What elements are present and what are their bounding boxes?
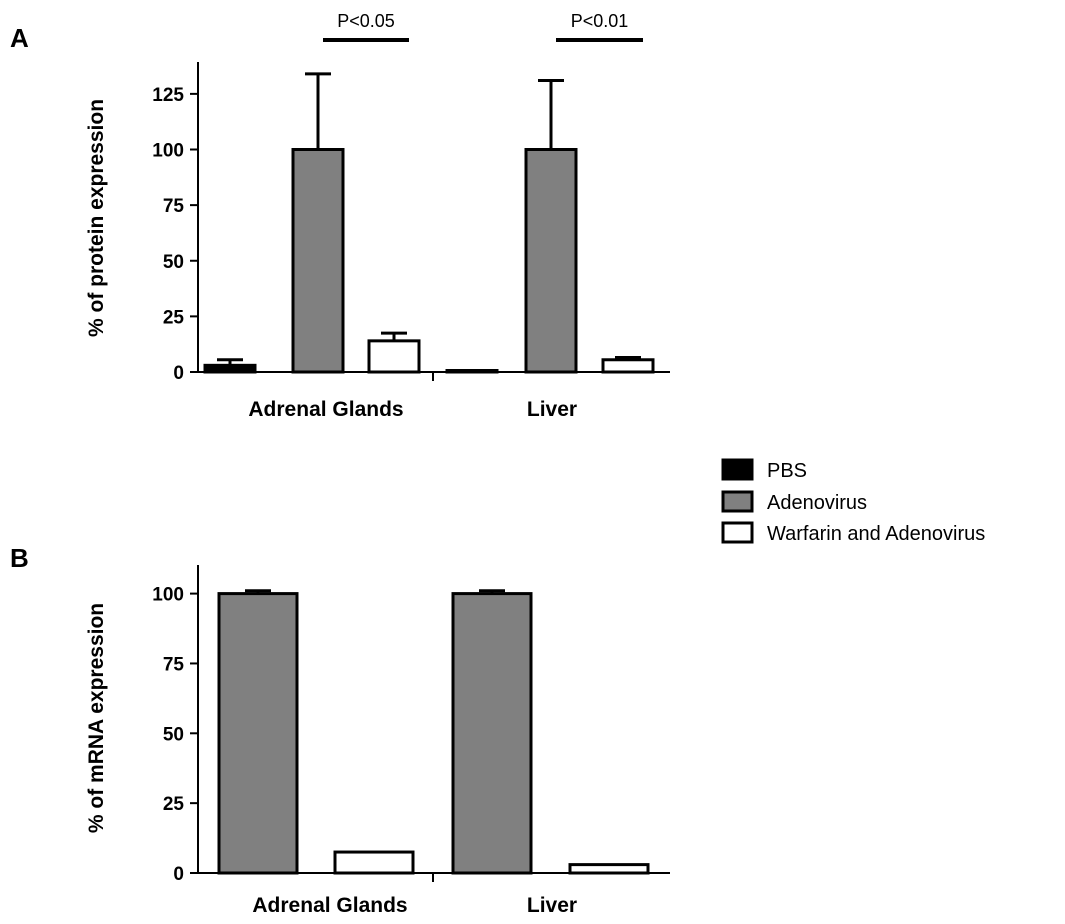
legend-label: Warfarin and Adenovirus — [767, 523, 985, 545]
y-axis-title: % of protein expression — [85, 99, 108, 337]
chart-panel-a: A 0 25 50 75 100 125 % of protein expression Adr… — [10, 11, 670, 421]
x-category-label: Adrenal Glands — [248, 398, 403, 421]
chart-panel-b: B 0 25 50 75 100 % of mRNA expression Adrenal G… — [10, 543, 670, 917]
y-tick-label: 75 — [163, 196, 185, 217]
y-tick-label: 100 — [152, 141, 184, 162]
x-category-label: Liver — [527, 398, 577, 421]
legend-swatch — [721, 490, 754, 513]
y-axis-title: % of mRNA expression — [85, 603, 108, 833]
bar-adenovirus-liver — [451, 592, 533, 875]
x-category-label: Adrenal Glands — [252, 894, 407, 917]
y-tick-label: 0 — [173, 864, 184, 885]
bar-adenovirus-adrenal-glands — [291, 148, 345, 374]
x-category-label: Liver — [527, 894, 577, 917]
bar-pbs-adrenal-glands — [203, 363, 257, 374]
bar-warfarin-and-adenovirus-liver — [568, 863, 650, 875]
bar-adenovirus-adrenal-glands — [217, 592, 299, 875]
bar-warfarin-and-adenovirus-liver — [601, 358, 655, 374]
bar-warfarin-and-adenovirus-adrenal-glands — [333, 850, 415, 875]
panel-letter: B — [10, 543, 29, 573]
legend-label: Adenovirus — [767, 492, 867, 514]
chart-legend: PBS Adenovirus Warfarin and Adenovirus — [721, 458, 985, 545]
bar-warfarin-and-adenovirus-adrenal-glands — [367, 339, 421, 374]
legend-label: PBS — [767, 460, 807, 482]
significance-label: P<0.05 — [337, 11, 395, 31]
y-tick-label: 25 — [163, 794, 185, 815]
y-tick-label: 0 — [173, 363, 184, 384]
y-tick-label: 75 — [163, 654, 185, 675]
y-tick-label: 100 — [152, 585, 184, 606]
significance-label: P<0.01 — [571, 11, 629, 31]
legend-swatch — [721, 521, 754, 544]
y-tick-label: 50 — [163, 724, 184, 745]
bar-pbs-liver — [445, 369, 499, 374]
panel-letter: A — [10, 23, 29, 53]
bar-adenovirus-liver — [524, 148, 578, 374]
legend-swatch — [721, 458, 754, 481]
y-tick-label: 50 — [163, 252, 184, 273]
y-tick-label: 25 — [163, 307, 185, 328]
y-tick-label: 125 — [152, 85, 184, 106]
